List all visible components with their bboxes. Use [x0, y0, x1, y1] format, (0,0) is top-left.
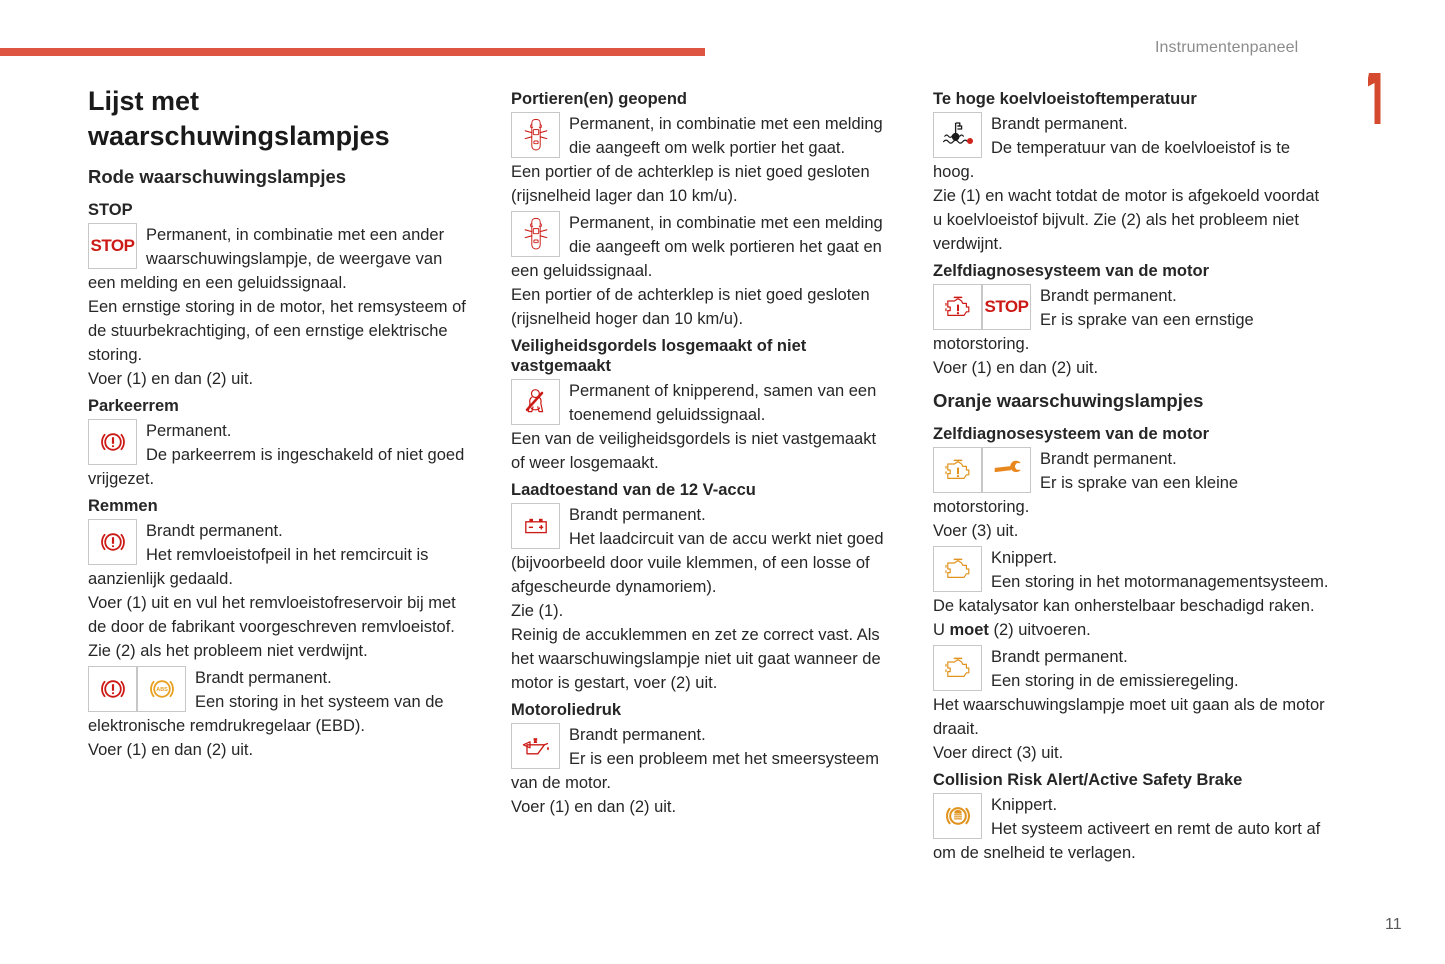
svg-text:ABS: ABS	[156, 687, 168, 693]
